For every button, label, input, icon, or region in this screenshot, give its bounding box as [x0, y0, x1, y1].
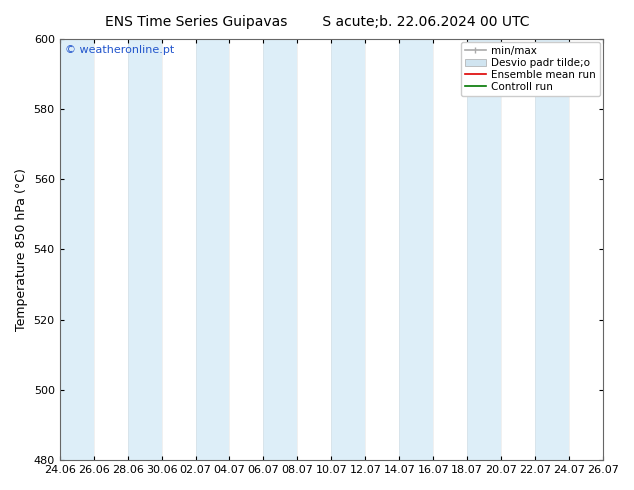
Legend: min/max, Desvio padr tilde;o, Ensemble mean run, Controll run: min/max, Desvio padr tilde;o, Ensemble m… — [461, 42, 600, 97]
Bar — [264, 39, 297, 460]
Bar — [535, 39, 569, 460]
Bar — [127, 39, 162, 460]
Bar — [60, 39, 94, 460]
Text: © weatheronline.pt: © weatheronline.pt — [65, 45, 174, 55]
Y-axis label: Temperature 850 hPa (°C): Temperature 850 hPa (°C) — [15, 168, 28, 331]
Bar — [332, 39, 365, 460]
Bar — [467, 39, 501, 460]
Bar — [399, 39, 433, 460]
Bar — [195, 39, 230, 460]
Text: ENS Time Series Guipavas        S acute;b. 22.06.2024 00 UTC: ENS Time Series Guipavas S acute;b. 22.0… — [105, 15, 529, 29]
